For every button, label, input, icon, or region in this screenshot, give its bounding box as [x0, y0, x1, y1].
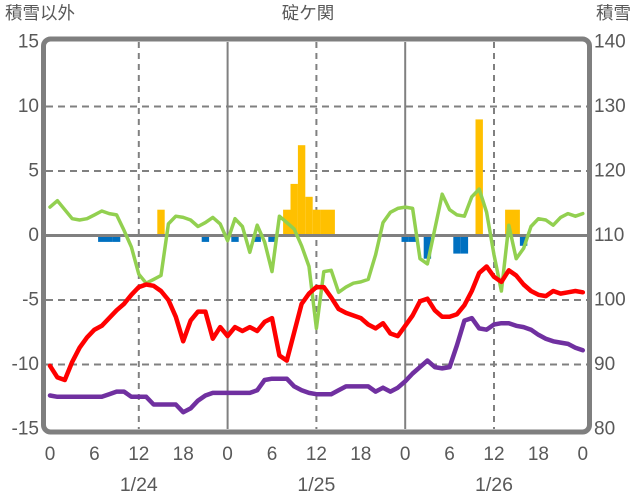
- orange-bar: [312, 209, 321, 236]
- hour-tick-label: 18: [173, 444, 194, 465]
- hour-tick-label: 12: [128, 444, 149, 465]
- blue-bar: [408, 235, 417, 242]
- hour-tick-label: 0: [578, 444, 589, 465]
- blue-bar: [519, 235, 528, 246]
- orange-bar: [305, 196, 313, 236]
- hour-tick-label: 6: [444, 444, 455, 465]
- blue-bar: [112, 235, 121, 242]
- orange-bar: [475, 119, 483, 236]
- blue-bar: [253, 235, 261, 242]
- right-axis-tick-label: 90: [594, 354, 615, 375]
- blue-bar: [460, 235, 469, 254]
- hour-tick-label: 12: [483, 444, 504, 465]
- blue-bar: [98, 235, 106, 242]
- green-line-path: [48, 187, 585, 331]
- right-axis-tick-label: 100: [594, 290, 626, 311]
- hour-tick-label: 6: [267, 444, 278, 465]
- right-axis-tick-label: 140: [594, 32, 626, 53]
- blue-bar: [401, 235, 409, 242]
- orange-bar: [512, 209, 520, 236]
- right-axis-tick-label: 120: [594, 161, 626, 182]
- orange-bar: [157, 209, 165, 236]
- lines-layer: [47, 187, 586, 415]
- left-axis-tick-label: 15: [18, 32, 39, 53]
- orange-bar: [327, 209, 335, 236]
- hour-tick-label: 12: [306, 444, 327, 465]
- plot-frame: [41, 36, 592, 435]
- right-axis-tick-label: 130: [594, 96, 626, 117]
- plot-border: [41, 36, 592, 435]
- left-axis-tick-label: -15: [12, 419, 39, 440]
- date-label: 1/25: [297, 474, 335, 496]
- purple-line-path: [47, 315, 586, 415]
- hour-tick-label: 0: [400, 444, 411, 465]
- blue-bar: [105, 235, 113, 242]
- orange-bar: [290, 183, 298, 236]
- right-axis-tick-label: 80: [594, 419, 615, 440]
- date-label: 1/26: [475, 474, 513, 496]
- right-axis-tick-label: 110: [594, 225, 624, 246]
- chart-title: 碇ケ関: [282, 3, 335, 23]
- left-axis-tick-label: 10: [18, 96, 39, 117]
- blue-bar: [201, 235, 210, 242]
- hour-tick-label: 6: [89, 444, 100, 465]
- date-label: 1/24: [120, 474, 158, 496]
- hour-tick-label: 0: [222, 444, 233, 465]
- hour-tick-label: 18: [350, 444, 371, 465]
- hour-tick-label: 18: [528, 444, 549, 465]
- blue-bar: [231, 235, 239, 242]
- left-axis-tick-label: -10: [12, 354, 39, 375]
- left-axis-tick-label: 0: [28, 225, 39, 246]
- bars-layer: [98, 119, 528, 259]
- orange-bar: [320, 209, 328, 236]
- red-line-path: [47, 264, 586, 383]
- left-axis-tick-label: -5: [22, 290, 39, 311]
- left-axis-caption: 積雪以外: [5, 3, 75, 23]
- blue-bar: [268, 235, 276, 242]
- orange-bar: [297, 145, 306, 236]
- left-axis-tick-label: 5: [28, 161, 39, 182]
- blue-bar: [423, 235, 432, 259]
- orange-bar: [505, 209, 513, 236]
- hour-tick-label: 0: [45, 444, 56, 465]
- right-axis-caption: 積雪: [596, 3, 631, 23]
- blue-bar: [453, 235, 461, 254]
